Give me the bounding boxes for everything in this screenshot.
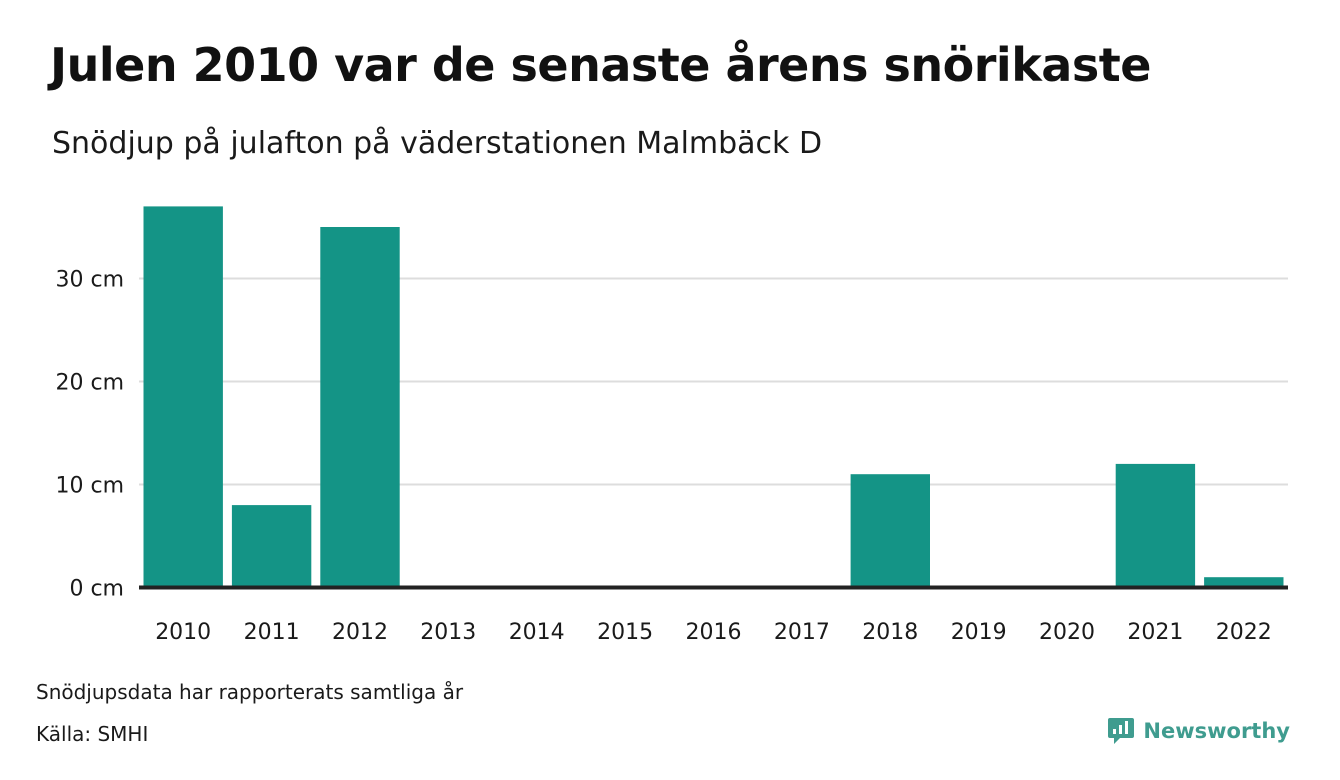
x-tick-label: 2019 bbox=[951, 620, 1007, 645]
y-axis-ticks: 0 cm 10 cm 20 cm 30 cm bbox=[55, 268, 124, 602]
x-tick-label: 2013 bbox=[420, 620, 476, 645]
x-tick-label: 2014 bbox=[509, 620, 565, 645]
x-tick-label: 2022 bbox=[1216, 620, 1272, 645]
gridlines bbox=[139, 277, 1288, 486]
chart-title: Julen 2010 var de senaste årens snörikas… bbox=[50, 38, 1151, 92]
bar-2022 bbox=[1204, 577, 1284, 588]
x-tick-label: 2016 bbox=[686, 620, 742, 645]
newsworthy-logo: Newsworthy bbox=[1107, 716, 1290, 746]
bar-2011 bbox=[231, 505, 312, 588]
bar-2018 bbox=[850, 474, 930, 588]
x-tick-label: 2017 bbox=[774, 620, 830, 645]
x-tick-label: 2012 bbox=[332, 620, 388, 645]
x-tick-label: 2015 bbox=[597, 620, 653, 645]
x-tick-label: 2010 bbox=[155, 620, 211, 645]
footnote: Snödjupsdata har rapporterats samtliga å… bbox=[36, 680, 464, 704]
source-credit: Källa: SMHI bbox=[36, 722, 149, 746]
x-tick-label: 2020 bbox=[1039, 620, 1095, 645]
x-tick-label: 2011 bbox=[244, 620, 300, 645]
newsworthy-logo-icon bbox=[1108, 718, 1135, 744]
chart-subtitle: Snödjup på julafton på väderstationen Ma… bbox=[52, 126, 823, 161]
y-tick-label: 0 cm bbox=[69, 577, 124, 602]
bar-2012 bbox=[320, 227, 400, 588]
x-tick-label: 2018 bbox=[862, 620, 918, 645]
brand-name: Newsworthy bbox=[1143, 719, 1290, 743]
y-tick-label: 10 cm bbox=[55, 474, 124, 499]
bar-2021 bbox=[1115, 463, 1196, 588]
bar-2010 bbox=[143, 206, 223, 588]
x-axis-ticks: 2010 2011 2012 2013 2014 2015 2016 2017 2018 2019… bbox=[155, 620, 1272, 645]
bars bbox=[143, 206, 1284, 588]
y-tick-label: 20 cm bbox=[55, 371, 124, 396]
y-tick-label: 30 cm bbox=[55, 268, 124, 293]
x-tick-label: 2021 bbox=[1127, 620, 1183, 645]
